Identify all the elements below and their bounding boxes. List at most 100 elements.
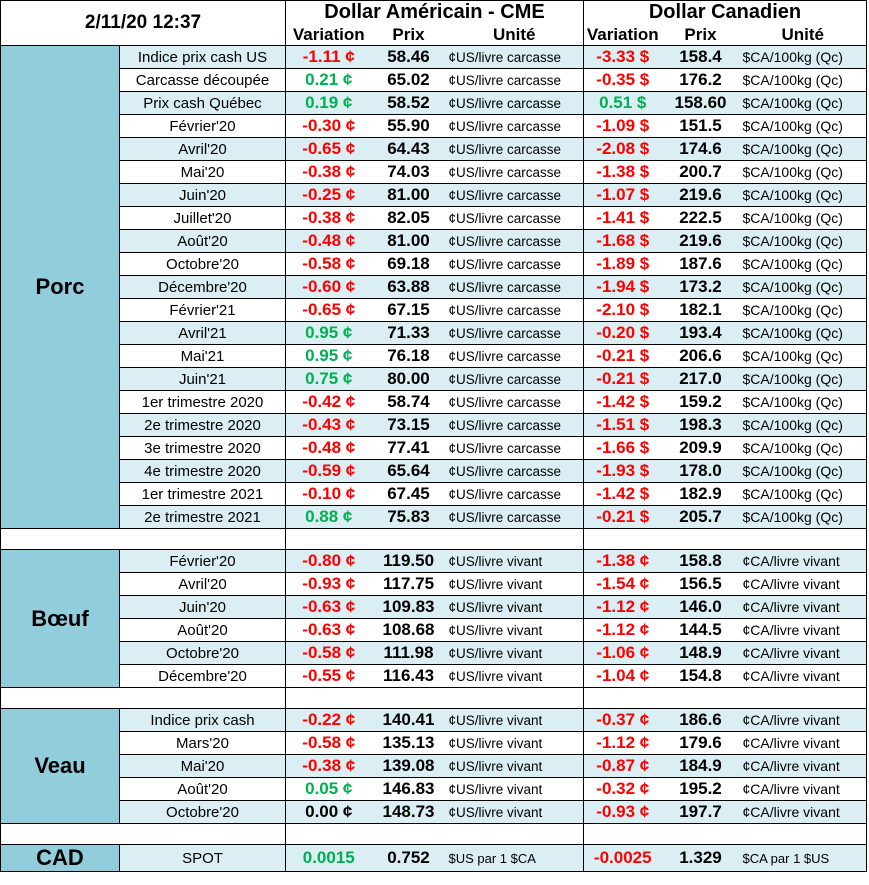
- usd-price: 135.13: [371, 731, 446, 755]
- cad-variation: 0.51 $: [583, 91, 662, 115]
- cad-variation: -1.38 $: [583, 160, 662, 184]
- contract-label: Juillet'20: [119, 206, 286, 230]
- usd-unit: ¢US/livre vivant: [445, 549, 584, 573]
- cad-variation: -0.37 ¢: [583, 708, 662, 732]
- cad-unit: $CA/100kg (Qc): [739, 436, 867, 460]
- contract-label: Octobre'20: [119, 800, 286, 824]
- cad-price: 187.6: [661, 252, 740, 276]
- usd-price: 75.83: [371, 505, 446, 529]
- spacer-cell: [285, 687, 584, 709]
- contract-label: Carcasse découpée: [119, 68, 286, 92]
- contract-label: Mai'20: [119, 160, 286, 184]
- cad-unit: ¢CA/livre vivant: [739, 708, 867, 732]
- table-row: Carcasse découpée 0.21 ¢ 65.02 ¢US/livre ca…: [1, 68, 867, 92]
- contract-label: Février'20: [119, 549, 286, 573]
- cad-price: 156.5: [661, 572, 740, 596]
- usd-variation: -0.59 ¢: [285, 459, 372, 483]
- section-spacer: [0, 528, 867, 550]
- cad-unit: ¢CA/livre vivant: [739, 572, 867, 596]
- cad-price: 217.0: [661, 367, 740, 391]
- contract-label: Juin'21: [119, 367, 286, 391]
- usd-variation: 0.05 ¢: [285, 777, 372, 801]
- cad-price: 200.7: [661, 160, 740, 184]
- table-row: Avril'21 0.95 ¢ 71.33 ¢US/livre carcasse -0.…: [1, 321, 867, 345]
- cad-price: 209.9: [661, 436, 740, 460]
- cad-variation: -0.35 $: [583, 68, 662, 92]
- usd-variation: -0.10 ¢: [285, 482, 372, 506]
- table-row: Juin'21 0.75 ¢ 80.00 ¢US/livre carcasse -0.2…: [1, 367, 867, 391]
- cad-price: 184.9: [661, 754, 740, 778]
- cad-variation: -1.51 $: [583, 413, 662, 437]
- cad-price: 144.5: [661, 618, 740, 642]
- usd-variation: -0.80 ¢: [285, 549, 372, 573]
- table-row: Août'20 -0.48 ¢ 81.00 ¢US/livre carcasse -1.…: [1, 229, 867, 253]
- cad-price: 219.6: [661, 183, 740, 207]
- cad-price: 176.2: [661, 68, 740, 92]
- cad-variation: -1.12 ¢: [583, 595, 662, 619]
- usd-variation: -0.58 ¢: [285, 641, 372, 665]
- spacer-cell: [285, 823, 584, 845]
- usd-variation: -0.48 ¢: [285, 436, 372, 460]
- usd-price: 81.00: [371, 229, 446, 253]
- cad-price: 197.7: [661, 800, 740, 824]
- usd-variation: 0.21 ¢: [285, 68, 372, 92]
- cad-variation: -1.12 ¢: [583, 618, 662, 642]
- usd-price: 0.752: [371, 844, 446, 872]
- usd-variation: 0.00 ¢: [285, 800, 372, 824]
- cad-unit: $CA/100kg (Qc): [739, 160, 867, 184]
- usd-variation: -0.48 ¢: [285, 229, 372, 253]
- usd-unit: ¢US/livre vivant: [445, 754, 584, 778]
- usd-variation: -0.42 ¢: [285, 390, 372, 414]
- contract-label: Mars'20: [119, 731, 286, 755]
- usd-unit: ¢US/livre vivant: [445, 664, 584, 688]
- cad-price: 158.4: [661, 45, 740, 69]
- usd-price: 58.46: [371, 45, 446, 69]
- cad-variation: -2.08 $: [583, 137, 662, 161]
- cad-variation: -1.94 $: [583, 275, 662, 299]
- cad-price: 154.8: [661, 664, 740, 688]
- usd-price: 146.83: [371, 777, 446, 801]
- cad-price: 205.7: [661, 505, 740, 529]
- table-row: Février'21 -0.65 ¢ 67.15 ¢US/livre carcasse…: [1, 298, 867, 322]
- usd-price: 67.45: [371, 482, 446, 506]
- cad-unit: ¢CA/livre vivant: [739, 754, 867, 778]
- usd-price: 108.68: [371, 618, 446, 642]
- contract-label: Octobre'20: [119, 252, 286, 276]
- usd-price: 73.15: [371, 413, 446, 437]
- cad-variation: -0.93 ¢: [583, 800, 662, 824]
- category-label: Bœuf: [0, 549, 120, 688]
- contract-label: 4e trimestre 2020: [119, 459, 286, 483]
- cad-unite-header: Unité: [739, 24, 867, 46]
- usd-unit: ¢US/livre carcasse: [445, 298, 584, 322]
- usd-unit: ¢US/livre carcasse: [445, 206, 584, 230]
- usd-unit: ¢US/livre carcasse: [445, 229, 584, 253]
- cad-price: 179.6: [661, 731, 740, 755]
- contract-label: Décembre'20: [119, 664, 286, 688]
- usd-price: 76.18: [371, 344, 446, 368]
- usd-unit: ¢US/livre carcasse: [445, 459, 584, 483]
- spacer-cell: [583, 528, 867, 550]
- cad-variation: -3.33 $: [583, 45, 662, 69]
- cad-variation: -1.42 $: [583, 482, 662, 506]
- usd-variation: -0.63 ¢: [285, 595, 372, 619]
- usd-variation: 0.0015: [285, 844, 372, 872]
- usd-variation: -0.58 ¢: [285, 252, 372, 276]
- table-row: Mai'20 -0.38 ¢ 74.03 ¢US/livre carcasse -1.3…: [1, 160, 867, 184]
- usd-price: 116.43: [371, 664, 446, 688]
- usd-unit: ¢US/livre carcasse: [445, 137, 584, 161]
- cad-price: 195.2: [661, 777, 740, 801]
- usd-unit: ¢US/livre carcasse: [445, 344, 584, 368]
- cad-price: 198.3: [661, 413, 740, 437]
- cad-unit: $CA/100kg (Qc): [739, 114, 867, 138]
- usd-variation: -0.22 ¢: [285, 708, 372, 732]
- cad-variation: -1.42 $: [583, 390, 662, 414]
- cad-variation: -0.20 $: [583, 321, 662, 345]
- cad-variation: -1.12 ¢: [583, 731, 662, 755]
- cad-unit: $CA/100kg (Qc): [739, 390, 867, 414]
- cad-unit: $CA/100kg (Qc): [739, 505, 867, 529]
- cad-variation: -1.68 $: [583, 229, 662, 253]
- report-datetime: 2/11/20 12:37: [0, 0, 286, 46]
- usd-unit: ¢US/livre carcasse: [445, 45, 584, 69]
- usd-price: 64.43: [371, 137, 446, 161]
- table-row: Juillet'20 -0.38 ¢ 82.05 ¢US/livre carcasse…: [1, 206, 867, 230]
